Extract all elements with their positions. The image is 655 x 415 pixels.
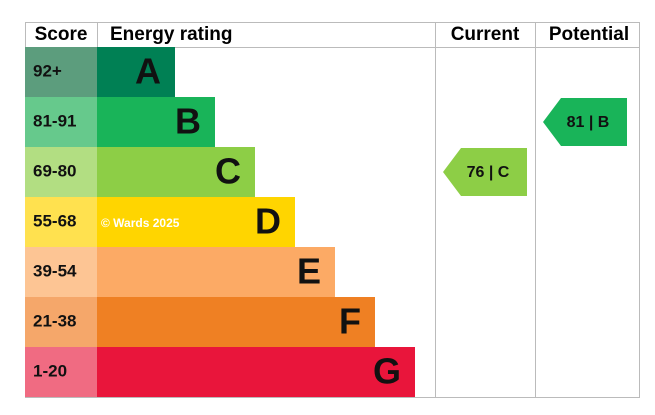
score-cell <box>25 47 97 97</box>
rating-letter: D <box>255 201 281 242</box>
rating-letter: F <box>339 301 361 342</box>
score-cell <box>25 247 97 297</box>
header-potential: Potential <box>549 24 629 45</box>
score-cell <box>25 197 97 247</box>
score-label: 39-54 <box>33 261 77 280</box>
score-cell <box>25 97 97 147</box>
header-current: Current <box>451 24 520 45</box>
rating-letter: B <box>175 101 201 142</box>
current-label: 76 | C <box>467 164 510 181</box>
potential-label: 81 | B <box>567 114 610 131</box>
potential-arrow <box>543 98 627 146</box>
score-cell <box>25 147 97 197</box>
rating-bar <box>97 347 415 397</box>
rating-letter: E <box>297 251 321 292</box>
header-rating: Energy rating <box>110 24 232 45</box>
score-label: 69-80 <box>33 161 76 180</box>
score-cell <box>25 347 97 397</box>
rating-bar <box>97 47 175 97</box>
rating-bar <box>97 297 375 347</box>
rating-letter: A <box>135 51 161 92</box>
header-score: Score <box>35 24 88 45</box>
rating-bar <box>97 247 335 297</box>
watermark: © Wards 2025 <box>101 216 180 230</box>
score-label: 55-68 <box>33 211 76 230</box>
rating-bar <box>97 147 255 197</box>
rating-bar <box>97 197 295 247</box>
score-label: 81-91 <box>33 111 76 130</box>
rating-letter: C <box>215 151 241 192</box>
score-label: 21-38 <box>33 311 76 330</box>
current-arrow <box>443 148 527 196</box>
rating-letter: G <box>373 351 401 392</box>
score-cell <box>25 297 97 347</box>
rating-bar <box>97 97 215 147</box>
score-label: 1-20 <box>33 361 67 380</box>
score-label: 92+ <box>33 61 62 80</box>
